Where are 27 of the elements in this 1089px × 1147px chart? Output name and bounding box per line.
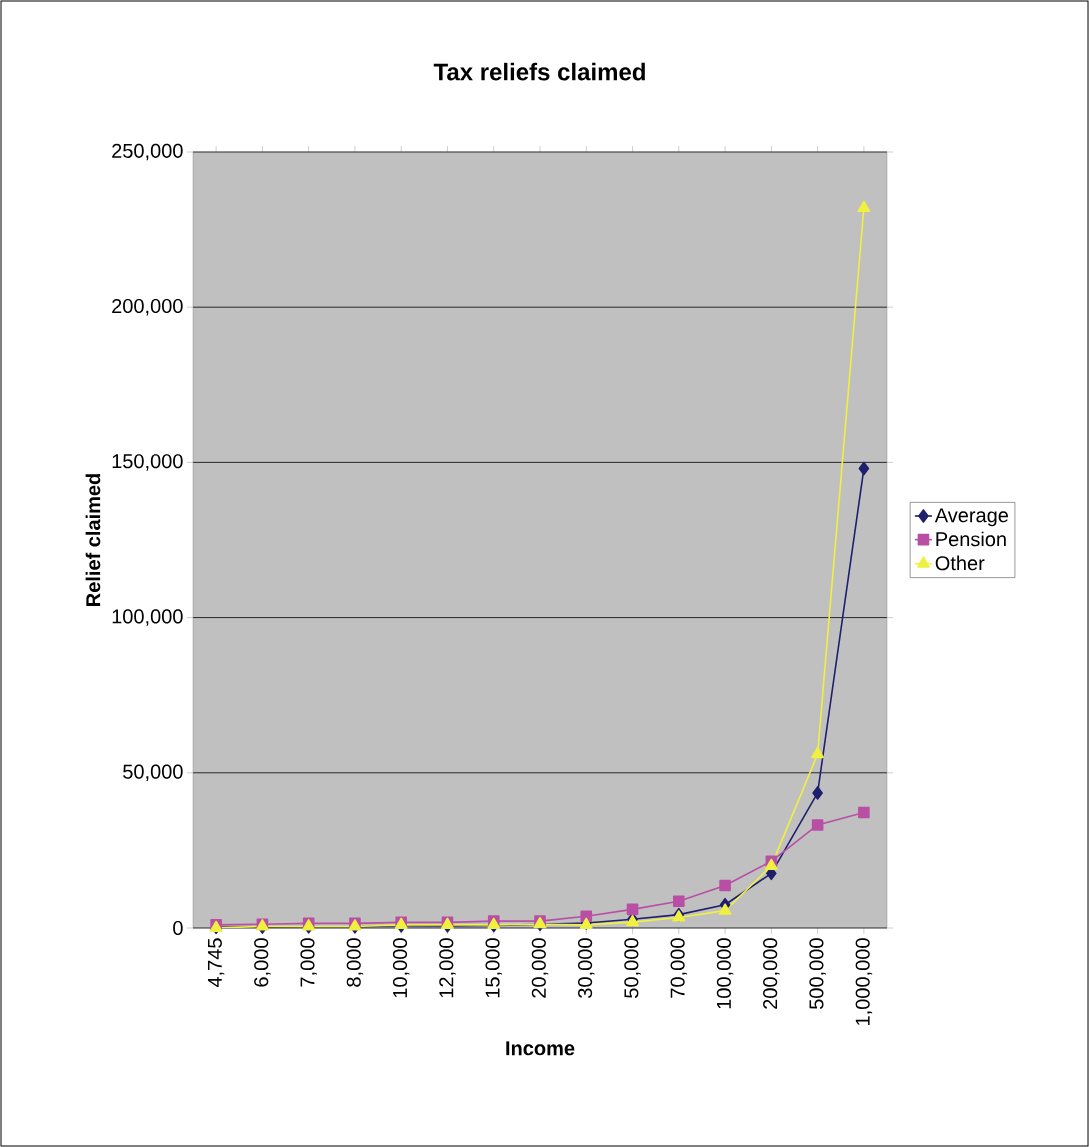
x-axis-title: Income [506, 1041, 575, 1056]
x-tick-label: 100,000 [716, 938, 734, 1009]
x-tick-label: 10,000 [392, 938, 410, 998]
x-tick-label: 15,000 [485, 938, 502, 998]
y-tick-label: 0 [173, 920, 183, 936]
chart-title: Tax reliefs claimed [433, 62, 645, 81]
y-tick-label: 150,000 [112, 454, 183, 471]
x-tick-label: 12,000 [439, 938, 456, 998]
x-tick-label: 500,000 [809, 938, 826, 1010]
y-tick-label: 50,000 [123, 764, 183, 782]
y-tick-label: 200,000 [112, 298, 183, 316]
x-tick-label: 200,000 [763, 938, 780, 1009]
x-tick-label: 4,745 [207, 938, 225, 988]
x-tick-label: 7,000 [300, 938, 317, 987]
x-tick-label: 6,000 [254, 938, 271, 987]
x-tick-label: 50,000 [624, 938, 641, 998]
x-tick-label: 70,000 [670, 938, 688, 998]
x-tick-label: 8,000 [346, 938, 364, 987]
legend-label: Pension [936, 531, 1006, 547]
x-tick-label: 20,000 [531, 938, 549, 998]
x-tick-label: 30,000 [578, 938, 595, 998]
legend-label: Other [935, 555, 985, 571]
y-tick-label: 100,000 [112, 609, 183, 626]
y-axis-title: Relief claimed [85, 474, 101, 606]
legend-label: Average [934, 508, 1009, 527]
x-tick-label: 1,000,000 [855, 938, 873, 1025]
y-tick-label: 250,000 [112, 143, 183, 161]
